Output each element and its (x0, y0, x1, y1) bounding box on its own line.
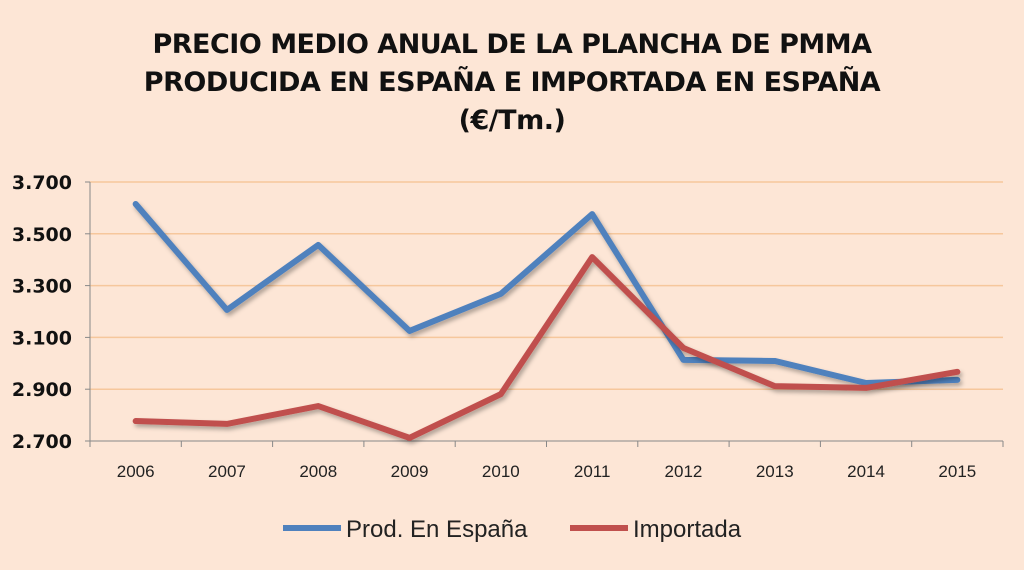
chart-title: PRECIO MEDIO ANUAL DE LA PLANCHA DE PMMA… (0, 26, 1024, 140)
x-tick-label: 2010 (482, 462, 520, 481)
series-line-importada (132, 254, 961, 441)
y-tick-label: 2.900 (12, 379, 72, 401)
x-tick-label: 2013 (756, 462, 794, 481)
x-tick-label: 2008 (299, 462, 337, 481)
x-tick-label: 2006 (117, 462, 155, 481)
legend-label: Prod. En España (346, 516, 528, 543)
x-tick-label: 2012 (665, 462, 703, 481)
title-line-2: PRODUCIDA EN ESPAÑA E IMPORTADA EN ESPAÑ… (143, 67, 881, 98)
x-tick-label: 2007 (208, 462, 246, 481)
title-line-1: PRECIO MEDIO ANUAL DE LA PLANCHA DE PMMA (152, 29, 872, 60)
x-tick-label: 2015 (938, 462, 976, 481)
series-line-prod-espana (132, 201, 961, 386)
y-tick-label: 3.500 (12, 224, 72, 246)
title-line-3: (€/Tm.) (458, 105, 566, 136)
y-tick-label: 3.700 (12, 172, 72, 194)
y-tick-label: 2.700 (12, 431, 72, 453)
x-tick-label: 2014 (847, 462, 885, 481)
x-tick-label: 2011 (574, 462, 611, 481)
legend-label: Importada (633, 516, 742, 543)
y-tick-label: 3.300 (12, 276, 72, 298)
x-tick-label: 2009 (391, 462, 429, 481)
y-tick-label: 3.100 (12, 327, 72, 349)
